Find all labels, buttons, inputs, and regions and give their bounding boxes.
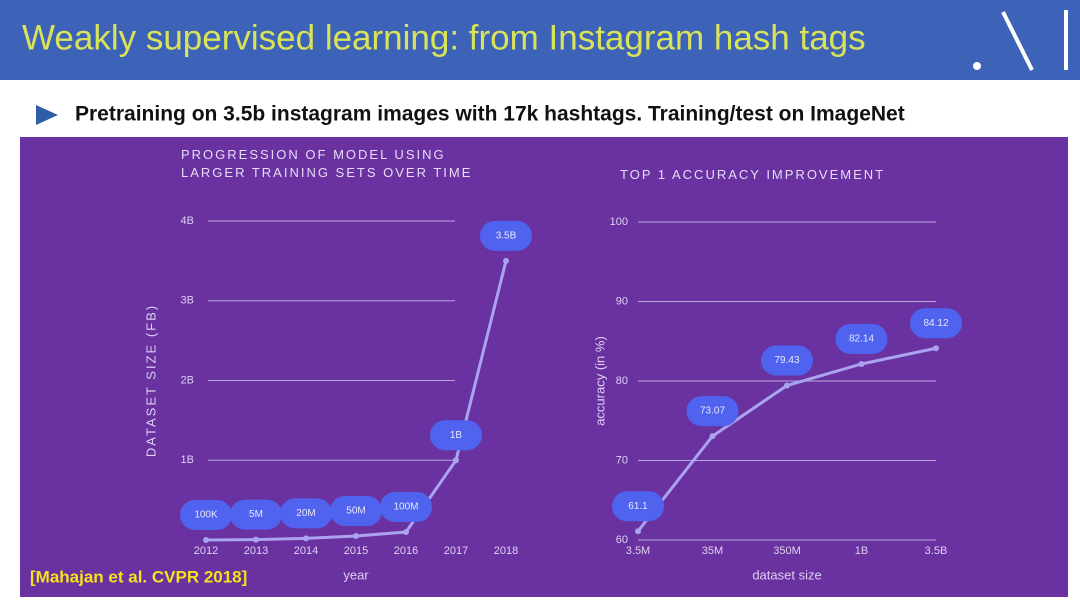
point (203, 536, 209, 543)
x-tick-label: 2016 (394, 545, 418, 557)
chart-panel (20, 137, 1068, 597)
y-tick-label: 2B (181, 374, 194, 386)
point (933, 345, 939, 352)
x-axis-label: dataset size (752, 567, 821, 582)
label-bubble (686, 396, 739, 427)
point (503, 257, 509, 264)
y-tick-label: 1B (181, 454, 194, 466)
x-tick-label: 3.5B (925, 545, 948, 557)
x-tick-label: 3.5M (626, 545, 650, 557)
point (353, 533, 359, 540)
point (453, 457, 459, 464)
data-label: 5M (249, 509, 263, 520)
logo-dot (973, 62, 981, 70)
label-bubble (430, 420, 482, 451)
point (253, 536, 259, 543)
point (784, 382, 790, 389)
data-label: 3.5B (496, 231, 517, 242)
point (858, 360, 865, 367)
x-tick-label: 2013 (244, 545, 268, 557)
logo-slash (1001, 11, 1034, 71)
chart-title: PROGRESSION OF MODEL USING LARGER TRAINI… (181, 147, 473, 180)
label-bubble (180, 499, 232, 530)
x-tick-label: 350M (773, 545, 801, 557)
point (303, 535, 309, 542)
y-axis-label: accuracy (in %) (592, 336, 607, 426)
chart-title: TOP 1 ACCURACY IMPROVEMENT (620, 167, 886, 182)
data-label: 84.12 (923, 318, 948, 329)
label-bubble (480, 220, 532, 251)
bullet-arrow (36, 105, 58, 125)
x-tick-label: 1B (855, 545, 868, 557)
data-label: 20M (296, 508, 315, 519)
x-tick-label: 2017 (444, 545, 468, 557)
label-bubble (330, 496, 382, 527)
y-tick-label: 80 (616, 375, 628, 387)
label-bubble (761, 345, 813, 376)
data-label: 61.1 (628, 501, 648, 512)
data-label: 79.43 (774, 355, 799, 366)
citation: [Mahajan et al. CVPR 2018] (30, 567, 247, 586)
data-label: 100K (194, 510, 218, 521)
x-tick-label: 2012 (194, 545, 218, 557)
x-tick-label: 2014 (294, 545, 318, 557)
data-label: 82.14 (849, 334, 874, 345)
x-tick-label: 2015 (344, 545, 368, 557)
label-bubble (280, 498, 332, 529)
bullet-text: Pretraining on 3.5b instagram images wit… (75, 103, 905, 126)
slide-title: Weakly supervised learning: from Instagr… (22, 18, 866, 57)
label-bubble (380, 492, 432, 523)
data-label: 100M (393, 502, 418, 513)
label-bubble (230, 499, 282, 530)
data-label: 50M (346, 506, 365, 517)
y-tick-label: 3B (181, 295, 194, 307)
y-tick-label: 100 (610, 216, 628, 228)
x-tick-label: 35M (702, 545, 723, 557)
label-bubble (910, 308, 962, 339)
header-bar (0, 0, 1080, 80)
x-axis-label: year (343, 567, 369, 582)
y-tick-label: 90 (616, 295, 628, 307)
label-bubble (612, 491, 664, 522)
y-axis-label: DATASET SIZE (FB) (143, 304, 158, 457)
point (635, 528, 641, 535)
y-tick-label: 4B (181, 215, 194, 227)
point (709, 433, 716, 440)
x-tick-label: 2018 (494, 545, 518, 557)
data-label: 1B (450, 430, 463, 441)
y-tick-label: 70 (616, 454, 628, 466)
y-tick-label: 60 (616, 534, 628, 546)
point (403, 529, 409, 536)
data-label: 73.07 (700, 406, 725, 417)
label-bubble (835, 323, 888, 354)
